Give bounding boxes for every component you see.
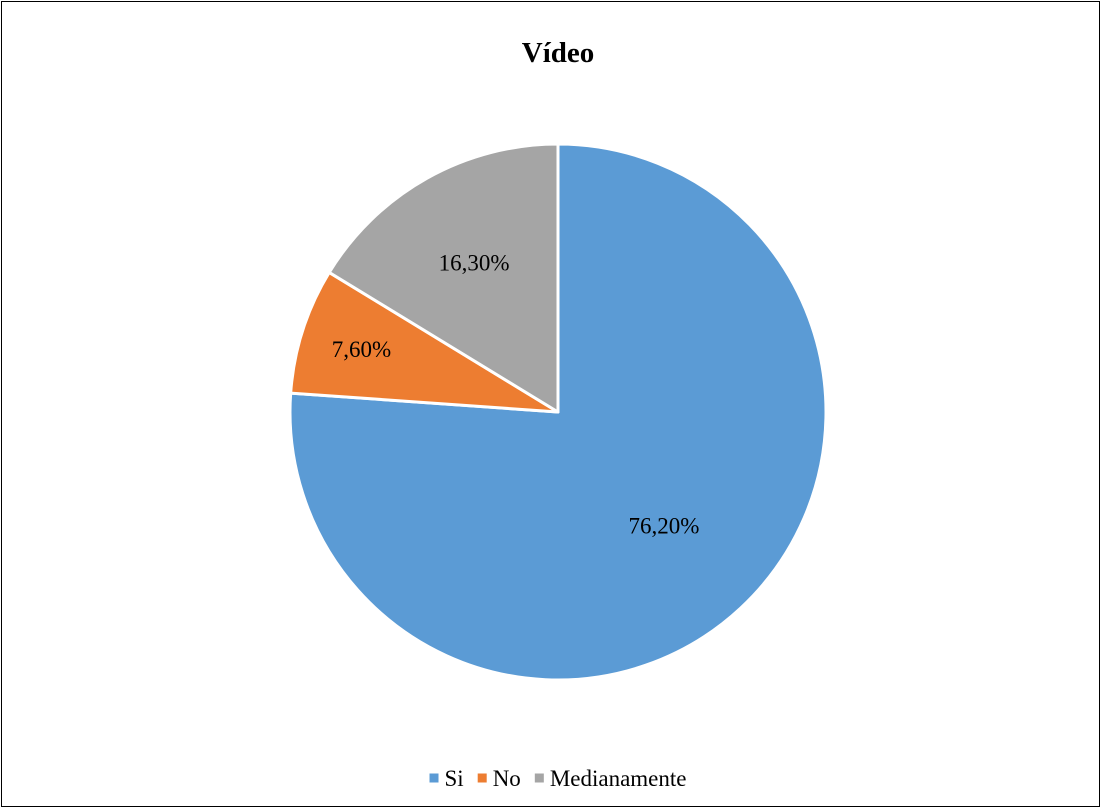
legend-item-si: Si <box>429 766 464 791</box>
legend-label-no: No <box>493 766 521 791</box>
legend-swatch-medianamente <box>534 773 544 783</box>
data-labels: 76,20% 7,60% 16,30% <box>332 250 700 538</box>
legend-label-si: Si <box>445 766 464 791</box>
legend: Si No Medianamente <box>429 766 687 791</box>
data-label-medianamente: 16,30% <box>439 250 510 275</box>
legend-swatch-si <box>429 773 439 783</box>
chart-title: Vídeo <box>522 37 595 69</box>
data-label-si: 76,20% <box>629 514 700 539</box>
pie-slices <box>288 142 828 682</box>
legend-item-no: No <box>477 766 521 791</box>
legend-item-medianamente: Medianamente <box>534 766 687 791</box>
legend-label-medianamente: Medianamente <box>550 766 687 791</box>
pie-slice-medianamente <box>327 142 560 414</box>
pie-slice-no <box>289 270 560 414</box>
data-label-no: 7,60% <box>332 337 391 362</box>
legend-swatch-no <box>477 773 487 783</box>
